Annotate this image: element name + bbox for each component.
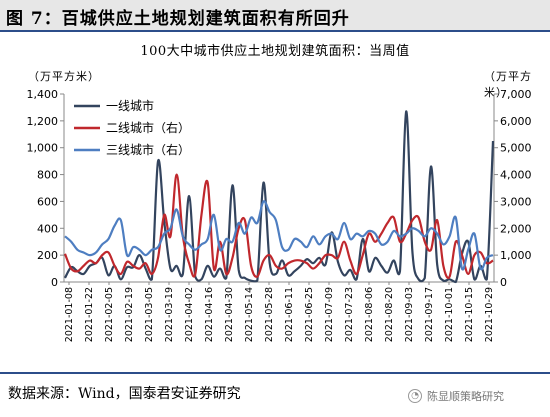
- x-tick-label: 2021-10-29: [484, 287, 495, 342]
- right-y-tick-label: 0: [500, 276, 507, 289]
- left-y-tick-label: 1,400: [27, 88, 59, 101]
- x-tick-label: 2021-06-11: [284, 287, 295, 342]
- figure-header: 图 7：百城供应土地规划建筑面积有所回升: [0, 0, 550, 32]
- wechat-logo-icon: ◔: [408, 389, 422, 403]
- legend-label-1: 一线城市: [106, 98, 154, 113]
- x-tick-label: 2021-08-20: [384, 287, 395, 342]
- x-tick-label: 2021-10-01: [444, 287, 455, 342]
- data-source: 数据来源：Wind，国泰君安证券研究: [8, 386, 241, 402]
- legend-label-2: 二线城市（右）: [106, 120, 190, 135]
- series-line-2: [63, 173, 494, 280]
- x-tick-label: 2021-09-17: [424, 287, 435, 342]
- figure-title: 图 7：百城供应土地规划建筑面积有所回升: [6, 9, 350, 29]
- x-tick-label: 2021-08-06: [364, 287, 375, 342]
- x-tick-label: 2021-05-14: [244, 287, 255, 342]
- left-axis-unit: （万平方米）: [28, 70, 100, 83]
- x-tick-label: 2021-04-02: [184, 287, 195, 342]
- x-tick-label: 2021-10-15: [464, 287, 475, 342]
- right-y-tick-label: 3,000: [500, 195, 532, 208]
- chart-title: 100大中城市供应土地规划建筑面积：当周值: [140, 44, 410, 59]
- watermark-text: 陈显顺策略研究: [427, 390, 504, 403]
- right-y-tick-label: 1,000: [500, 249, 532, 262]
- left-y-tick-label: 0: [51, 276, 58, 289]
- x-tick-label: 2021-06-25: [304, 287, 315, 342]
- x-tick-label: 2021-07-23: [344, 287, 355, 342]
- right-y-tick-label: 5,000: [500, 142, 532, 155]
- x-tick-label: 2021-02-05: [104, 287, 115, 342]
- right-axis-unit: （万平方米）: [484, 70, 532, 99]
- x-tick-label: 2021-05-28: [264, 287, 275, 342]
- series-line-3: [64, 200, 494, 271]
- x-tick-label: 2021-03-05: [144, 287, 155, 342]
- figure-footer: 数据来源：Wind，国泰君安证券研究 ◔ 陈显顺策略研究: [0, 372, 550, 417]
- right-y-tick-label: 7,000: [500, 88, 532, 101]
- watermark: ◔ 陈显顺策略研究: [408, 388, 504, 404]
- right-y-tick-label: 6,000: [500, 115, 532, 128]
- x-tick-label: 2021-07-09: [324, 287, 335, 342]
- left-y-tick-label: 400: [37, 222, 58, 235]
- left-y-tick-label: 800: [37, 169, 58, 182]
- x-tick-label: 2021-09-03: [404, 287, 415, 342]
- left-y-tick-label: 1,000: [27, 142, 59, 155]
- x-tick-label: 2021-04-30: [224, 287, 235, 342]
- series-line-1: [64, 110, 495, 284]
- x-tick-label: 2021-03-19: [164, 287, 175, 342]
- left-y-tick-label: 200: [37, 249, 58, 262]
- x-tick-label: 2021-01-22: [84, 287, 95, 342]
- legend-label-3: 三线城市（右）: [106, 142, 190, 157]
- x-tick-label: 2021-04-16: [204, 287, 215, 342]
- left-y-tick-label: 1,200: [27, 115, 59, 128]
- left-y-tick-label: 600: [37, 195, 58, 208]
- x-tick-label: 2021-02-19: [124, 287, 135, 342]
- right-y-tick-label: 2,000: [500, 222, 532, 235]
- right-y-tick-label: 4,000: [500, 169, 532, 182]
- x-tick-label: 2021-01-08: [64, 287, 75, 342]
